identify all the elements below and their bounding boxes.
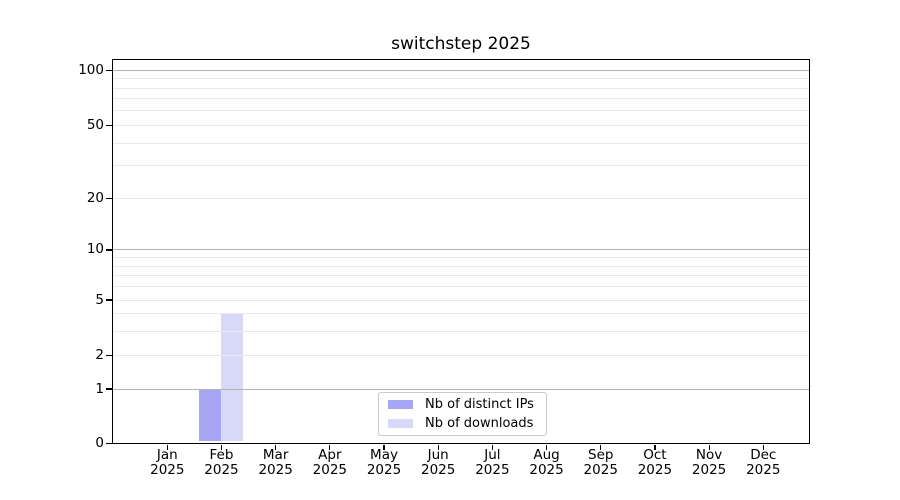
y-tick-mark-0 xyxy=(106,442,112,445)
bar-downloads-feb-2025 xyxy=(220,313,243,442)
x-tick-label-dec: Dec 2025 xyxy=(746,447,781,478)
minor-gridline-20 xyxy=(113,197,809,199)
minor-gridline-70 xyxy=(113,98,809,100)
x-tick-label-apr: Apr 2025 xyxy=(312,447,347,478)
x-tick-mark-mar xyxy=(275,444,277,450)
bars-layer xyxy=(113,60,809,443)
major-gridline-10 xyxy=(113,249,809,251)
minor-gridline-60 xyxy=(113,110,809,112)
legend-item-distinct-ips: Nb of distinct IPs xyxy=(388,397,546,413)
x-tick-mark-nov xyxy=(708,444,710,450)
y-tick-label-20: 20 xyxy=(86,189,104,206)
x-tick-mark-sep xyxy=(600,444,602,450)
minor-gridline-3 xyxy=(113,330,809,332)
minor-gridline-8 xyxy=(113,265,809,267)
y-tick-mark-1 xyxy=(106,388,112,390)
x-tick-label-may: May 2025 xyxy=(366,447,402,478)
legend-swatch-downloads xyxy=(388,419,413,428)
x-tick-mark-apr xyxy=(329,444,331,450)
x-tick-label-jan: Jan 2025 xyxy=(150,447,185,478)
y-tick-mark-20 xyxy=(106,197,112,199)
x-tick-mark-aug xyxy=(545,444,548,450)
grid-layer xyxy=(113,60,809,443)
x-tick-label-jun: Jun 2025 xyxy=(421,447,456,478)
y-tick-label-1: 1 xyxy=(95,380,104,397)
y-tick-label-5: 5 xyxy=(95,291,104,308)
x-tick-mark-feb xyxy=(220,444,223,450)
y-tick-label-10: 10 xyxy=(86,241,104,258)
minor-gridline-2 xyxy=(113,355,809,357)
x-tick-label-sep: Sep 2025 xyxy=(583,447,618,478)
minor-gridline-5 xyxy=(113,299,809,301)
x-tick-label-oct: Oct 2025 xyxy=(637,447,673,478)
minor-gridline-50 xyxy=(113,124,809,126)
minor-gridline-80 xyxy=(113,87,809,89)
y-tick-label-100: 100 xyxy=(78,61,104,78)
y-tick-label-50: 50 xyxy=(86,116,104,133)
major-gridline-1 xyxy=(113,388,809,390)
y-tick-label-0: 0 xyxy=(95,435,104,451)
minor-gridline-40 xyxy=(113,142,809,144)
y-tick-mark-100 xyxy=(106,69,112,71)
x-tick-mark-may xyxy=(383,444,385,450)
x-tick-label-jul: Jul 2025 xyxy=(475,447,510,478)
x-tick-label-aug: Aug 2025 xyxy=(529,447,564,478)
minor-gridline-7 xyxy=(113,275,809,277)
x-tick-mark-oct xyxy=(654,444,656,450)
y-tick-mark-2 xyxy=(106,355,112,357)
legend: Nb of distinct IPs Nb of downloads xyxy=(378,392,547,436)
minor-gridline-90 xyxy=(113,78,809,80)
legend-item-downloads: Nb of downloads xyxy=(388,416,546,432)
x-tick-mark-jun xyxy=(437,444,439,450)
minor-gridline-6 xyxy=(113,286,809,288)
minor-gridline-4 xyxy=(113,313,809,315)
x-tick-mark-dec xyxy=(762,444,764,450)
x-tick-label-feb: Feb 2025 xyxy=(204,447,239,478)
y-tick-mark-10 xyxy=(106,249,112,251)
x-tick-mark-jul xyxy=(491,444,493,450)
bar-distinct-ips-feb-2025 xyxy=(199,388,221,442)
minor-gridline-9 xyxy=(113,257,809,259)
y-tick-mark-5 xyxy=(106,299,112,301)
y-tick-mark-50 xyxy=(106,124,112,126)
legend-label-distinct-ips: Nb of distinct IPs xyxy=(425,396,534,412)
major-gridline-100 xyxy=(113,69,809,71)
y-tick-label-2: 2 xyxy=(95,347,104,364)
minor-gridline-30 xyxy=(113,165,809,167)
legend-label-downloads: Nb of downloads xyxy=(425,415,534,431)
x-tick-label-nov: Nov 2025 xyxy=(691,447,727,478)
plot-area xyxy=(112,59,810,444)
legend-swatch-distinct-ips xyxy=(388,400,413,409)
chart-title: switchstep 2025 xyxy=(391,34,531,54)
x-tick-mark-jan xyxy=(166,444,168,450)
x-tick-label-mar: Mar 2025 xyxy=(258,447,293,478)
